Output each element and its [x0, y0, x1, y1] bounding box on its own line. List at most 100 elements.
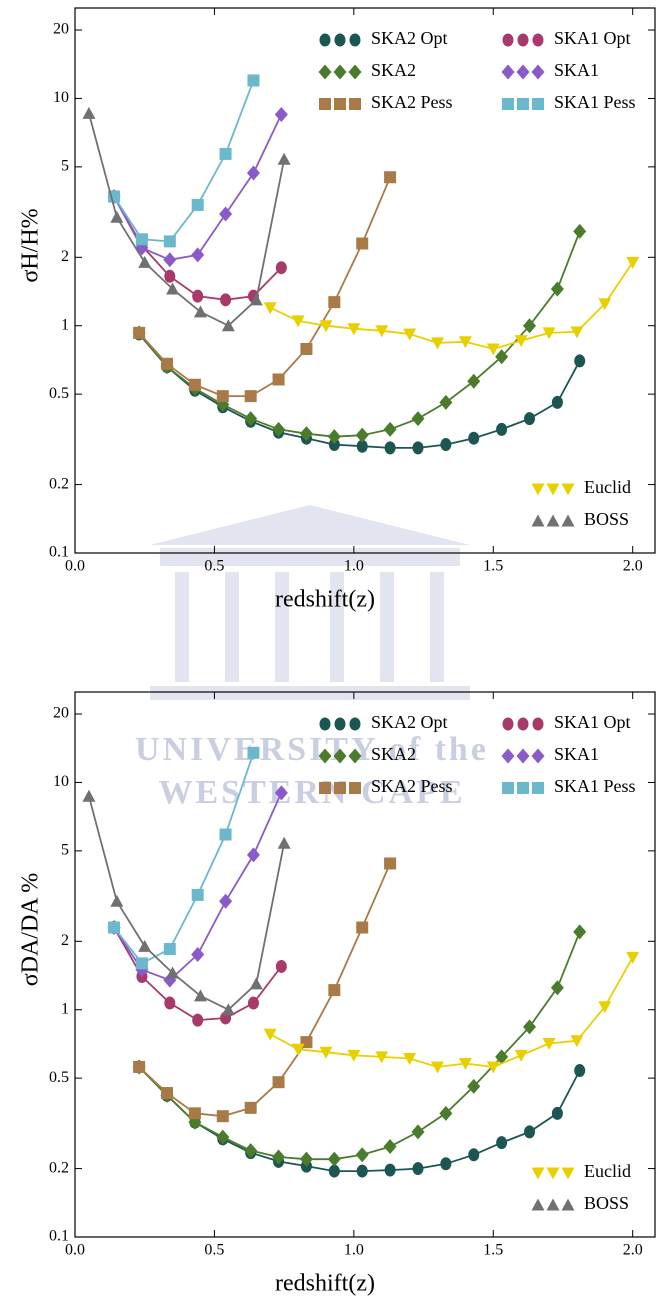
legend-label: SKA2 Opt [371, 712, 448, 732]
data-point [249, 293, 263, 306]
data-point [319, 320, 333, 333]
legend-marker [349, 717, 361, 731]
legend-marker [502, 782, 514, 794]
legend-marker [517, 98, 529, 110]
legend-marker [561, 1198, 575, 1211]
data-point [216, 1110, 229, 1123]
legend-marker [502, 98, 514, 110]
data-point [163, 235, 176, 248]
data-point [626, 951, 640, 964]
data-point [263, 1028, 277, 1041]
legend-marker [348, 748, 362, 764]
data-point [495, 349, 509, 365]
data-point [496, 1136, 508, 1150]
data-point [384, 857, 397, 870]
data-point [299, 1151, 313, 1167]
data-point [328, 1164, 340, 1178]
legend-marker [531, 1198, 545, 1211]
legend-label: Euclid [584, 1161, 631, 1181]
legend-marker [561, 514, 575, 527]
data-point [110, 210, 124, 223]
data-point [277, 836, 291, 849]
x-axis-label: redshift(z) [275, 1271, 375, 1297]
data-point [191, 198, 204, 211]
y-axis-label: σDA/DA % [18, 873, 44, 987]
data-point [328, 984, 341, 997]
data-point [411, 411, 425, 427]
legend-marker [333, 748, 347, 764]
data-point [550, 980, 564, 996]
series-line [113, 80, 255, 243]
y-tick-label: 20 [53, 21, 69, 38]
data-point [573, 924, 587, 940]
data-point [403, 1053, 417, 1066]
legend-label: SKA1 Pess [554, 776, 636, 796]
data-point [82, 106, 96, 119]
data-point [272, 1076, 285, 1089]
data-point [347, 1049, 361, 1062]
legend-label: SKA1 [554, 60, 599, 80]
legend-marker [349, 782, 361, 794]
data-point [221, 319, 235, 332]
data-point [431, 337, 444, 350]
data-point [458, 336, 472, 349]
data-point [272, 1149, 286, 1165]
y-tick-label: 0.1 [49, 544, 69, 561]
data-point [626, 256, 640, 269]
y-tick-label: 5 [61, 842, 69, 859]
legend-marker [531, 64, 545, 80]
data-point [135, 233, 148, 246]
data-point [221, 1003, 235, 1016]
legend-label: SKA2 [371, 744, 416, 764]
data-point [219, 147, 232, 160]
data-point [384, 441, 396, 455]
data-point [219, 893, 233, 909]
series-line [138, 231, 581, 438]
data-point [439, 394, 453, 410]
data-point [247, 996, 259, 1010]
data-point [551, 395, 563, 409]
y-tick-label: 2 [61, 932, 69, 949]
data-point [244, 411, 258, 427]
legend-marker [561, 483, 575, 496]
data-point [496, 422, 508, 436]
data-point [161, 357, 174, 370]
legend-marker [334, 782, 346, 794]
data-point [192, 289, 204, 303]
legend-marker [334, 33, 346, 47]
y-tick-label: 1 [61, 316, 69, 333]
watermark-text: WESTERN CAPE [158, 774, 465, 811]
data-point [164, 269, 176, 283]
legend-marker [318, 748, 332, 764]
data-point [384, 1163, 396, 1177]
data-point [247, 74, 260, 87]
data-point [468, 1148, 480, 1162]
x-axis-label: redshift(z) [275, 587, 375, 613]
y-tick-label: 2 [61, 248, 69, 265]
watermark-column [430, 572, 444, 682]
legend-marker [532, 782, 544, 794]
data-point [411, 1124, 425, 1140]
data-point [328, 438, 340, 452]
data-point [319, 1046, 333, 1059]
plot-frame [74, 691, 656, 1238]
y-axis-label: σH/H% [18, 208, 44, 282]
data-point [161, 1087, 174, 1100]
data-point [542, 327, 556, 340]
watermark-column [330, 572, 344, 682]
legend-marker [502, 717, 514, 731]
x-tick-label: 2.0 [623, 1242, 643, 1259]
data-point [403, 328, 417, 341]
series-line [269, 261, 634, 350]
data-point [458, 1057, 472, 1070]
series-line [138, 931, 581, 1161]
legend-marker [334, 717, 346, 731]
data-point [356, 1164, 368, 1178]
data-point [216, 390, 229, 403]
data-point [192, 1013, 204, 1027]
data-point [468, 431, 480, 445]
data-point [188, 1107, 201, 1120]
data-point [274, 785, 288, 801]
legend-marker [319, 33, 331, 47]
